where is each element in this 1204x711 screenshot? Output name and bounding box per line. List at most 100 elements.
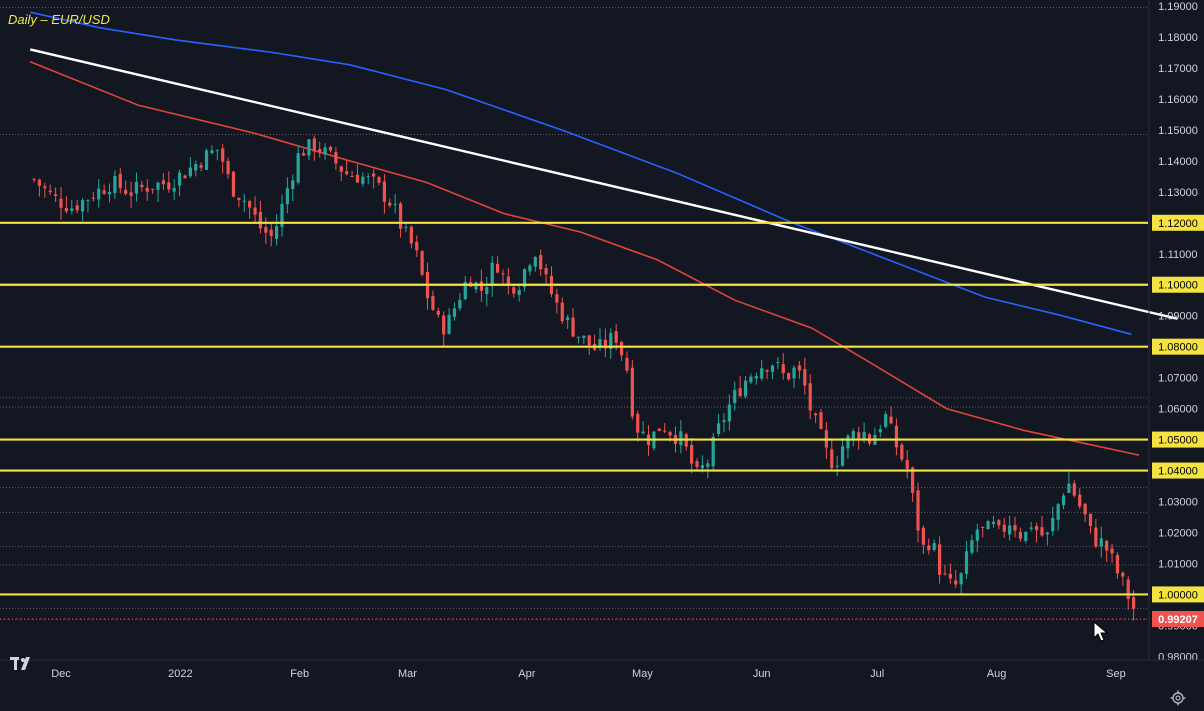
candle [404,223,408,233]
candle-body [1056,504,1060,520]
candle [749,373,753,385]
candle [1008,515,1012,541]
candle-body [269,229,273,237]
candle [226,157,230,179]
candle [145,179,149,201]
candle [921,525,925,555]
candle [522,268,527,292]
horizontal-levels-group [0,221,1148,596]
candle [442,311,446,347]
candle-body [1132,597,1136,609]
time-tick-label: Jul [870,668,884,680]
candle [32,177,36,183]
candle-body [706,463,710,467]
candle [345,160,349,176]
candle-body [156,182,160,190]
candle [808,374,812,420]
candle [1072,480,1076,498]
candle [355,164,360,183]
candle [539,249,543,276]
candle-body [495,263,500,273]
level-price-label-bg [1152,214,1204,231]
price-tick-label: 1.01000 [1158,558,1198,570]
candle [70,200,74,215]
candle-body [32,179,36,181]
candle [495,256,500,274]
candle [560,297,564,324]
last-price-label-bg [1152,610,1204,627]
candle-body [690,445,694,464]
candle [900,442,904,462]
candle-body [237,197,241,200]
candle-body [75,205,79,211]
level-price-label: 1.00000 [1158,589,1198,601]
candle [1045,531,1049,546]
candle [851,428,855,447]
candle-body [1061,495,1066,506]
moving-average-slow-line [30,11,1132,336]
candle-body [555,294,559,303]
candle [221,144,225,174]
price-tick-label: 1.09000 [1158,311,1198,323]
time-tick-label: 2022 [168,668,192,680]
candle-body [749,376,753,383]
candle-body [501,273,505,275]
candle-body [328,146,333,151]
gear-icon[interactable] [1170,690,1186,706]
candle [991,515,996,528]
candle [884,411,888,429]
candle [733,381,737,411]
candle [878,424,882,438]
candle-body [54,194,58,196]
candle [1105,539,1109,562]
candle [474,281,478,294]
candle-body [420,251,424,275]
candle-body [458,300,462,309]
candle [754,372,758,385]
candle [927,538,931,555]
candle [382,174,386,214]
candle-body [1029,527,1033,529]
price-tick-label: 1.03000 [1158,497,1198,509]
candle [177,169,182,196]
candle-body [1094,527,1098,547]
candle-body [517,289,521,296]
candle [134,172,139,202]
candle-body [857,432,861,439]
candle [231,170,236,198]
candle [372,168,376,189]
price-axis[interactable]: 1.19000 1.18000 1.17000 1.16000 1.15000 1.140… [0,0,1204,663]
candle [275,214,279,246]
candle-body [716,423,721,434]
candle-body [711,436,715,467]
candle [835,455,839,476]
candle [905,450,909,479]
candle-body [587,335,591,346]
candle [199,162,203,172]
candle [609,328,613,359]
candle-body [442,315,446,335]
candle [770,364,775,380]
candle [582,335,586,345]
candle [420,250,424,277]
candle [641,421,645,435]
candle-body [161,180,166,185]
candle-body [258,211,263,229]
candle-body [1034,526,1039,531]
candle [167,171,171,193]
level-price-label: 1.05000 [1158,435,1198,447]
level-price-label: 1.04000 [1158,466,1198,478]
time-axis[interactable]: Dec 2022 Feb Mar Apr May Jun Jul Aug Sep [0,659,1204,680]
candle [512,285,516,298]
candle [318,141,322,158]
tradingview-logo-icon[interactable] [10,652,38,674]
candle [43,182,47,198]
candle [986,519,990,530]
level-price-label: 1.10000 [1158,280,1198,292]
candle-body [226,160,230,175]
candle [636,410,640,442]
candle [932,539,936,552]
